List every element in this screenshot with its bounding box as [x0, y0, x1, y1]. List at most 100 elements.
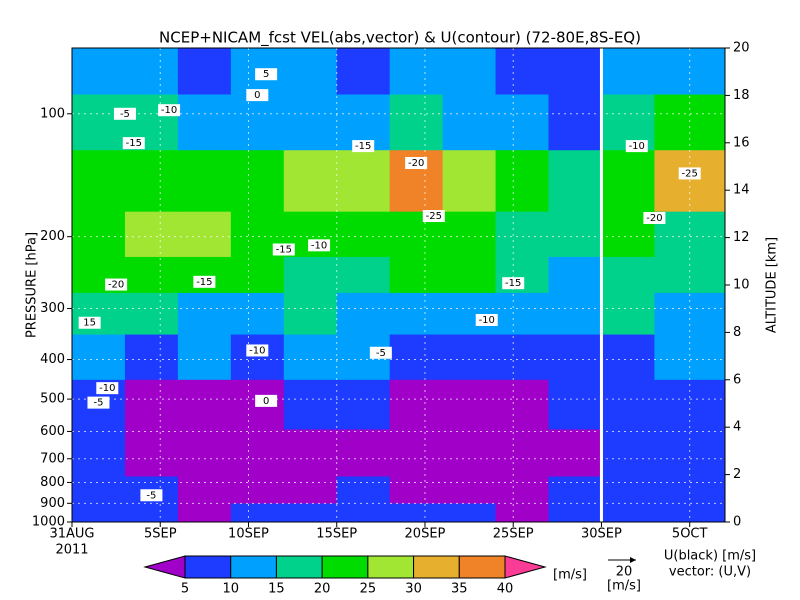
contour-label: -15: [276, 244, 292, 255]
y-tick-label: 100: [40, 106, 65, 121]
cell: [601, 475, 655, 504]
cell: [442, 428, 497, 477]
cell: [548, 475, 602, 504]
cell: [336, 211, 391, 257]
cell: [548, 149, 602, 212]
cell: [177, 292, 232, 335]
x-tick-label: 20SEP: [405, 527, 446, 542]
cell: [72, 428, 126, 477]
vector-legend-arrowhead: [630, 557, 636, 563]
cell: [389, 48, 444, 95]
cell: [283, 292, 338, 335]
colorbar-label: 20: [314, 582, 331, 597]
y2-tick-label: 4: [733, 420, 741, 435]
cell: [230, 503, 285, 523]
cell: [177, 379, 232, 430]
cell: [124, 256, 179, 293]
y-tick-label: 1000: [32, 515, 65, 530]
cell: [495, 94, 550, 151]
y-tick-label: 200: [40, 229, 65, 244]
contour-label: -20: [108, 280, 124, 291]
y-tick-label: 400: [40, 352, 65, 367]
y2-axis-label: ALTITUDE [km]: [765, 237, 780, 333]
legend-text: U(black) [m/s]: [664, 549, 756, 564]
y2-tick-label: 14: [733, 183, 750, 198]
colorbar-unit: [m/s]: [553, 568, 587, 583]
cell: [654, 256, 726, 293]
cell: [336, 503, 391, 523]
contour-label: -5: [93, 398, 103, 409]
cell: [495, 211, 550, 257]
cell: [442, 334, 497, 380]
cell: [283, 256, 338, 293]
cell: [283, 503, 338, 523]
cell: [442, 475, 497, 504]
cell: [230, 334, 285, 380]
cell: [442, 149, 497, 212]
y2-tick-label: 20: [733, 41, 750, 56]
y-tick-label: 500: [40, 392, 65, 407]
contour-label: -10: [311, 240, 327, 251]
cell: [389, 334, 444, 380]
cell: [283, 379, 338, 430]
cell: [548, 211, 602, 257]
contour-label-bg: [87, 396, 110, 409]
contour-label-bg: [625, 140, 648, 153]
cell: [495, 149, 550, 212]
cell: [601, 256, 655, 293]
cell: [336, 292, 391, 335]
contour-label-bg: [158, 104, 181, 117]
y2-tick-label: 0: [733, 515, 741, 530]
contour-label: -15: [505, 278, 521, 289]
cell: [495, 428, 550, 477]
cell: [495, 292, 550, 335]
contour-label: 5: [263, 69, 269, 80]
colorbar-bin: [458, 555, 506, 579]
cell: [230, 94, 285, 151]
cell: [442, 48, 497, 95]
cell: [177, 149, 232, 212]
colorbar-bin: [184, 555, 232, 579]
chart-title: NCEP+NICAM_fcst VEL(abs,vector) & U(cont…: [159, 29, 641, 48]
cell: [336, 475, 391, 504]
cell: [336, 379, 391, 430]
cell: [442, 94, 497, 151]
cell: [389, 379, 444, 430]
y-tick-label: 300: [40, 301, 65, 316]
cell: [495, 503, 550, 523]
cell: [283, 475, 338, 504]
cell: [548, 379, 602, 430]
contour-label-bg: [422, 210, 445, 223]
cell: [442, 379, 497, 430]
x-tick-label: 10SEP: [228, 527, 269, 542]
cell: [230, 475, 285, 504]
cell: [442, 292, 497, 335]
y2-tick-label: 18: [733, 88, 750, 103]
legend-text: vector: (U,V): [669, 565, 751, 580]
cell: [283, 48, 338, 95]
cell: [601, 149, 655, 212]
cell: [283, 149, 338, 212]
contour-label: -25: [426, 211, 442, 222]
colorbar-bin: [367, 555, 415, 579]
contour-label-bg: [352, 140, 375, 153]
y2-tick-label: 16: [733, 135, 750, 150]
contour-label-bg: [475, 313, 498, 326]
vector-legend-unit: [m/s]: [607, 579, 641, 594]
y2-tick-label: 8: [733, 325, 741, 340]
cell: [389, 292, 444, 335]
cell: [389, 256, 444, 293]
cell: [177, 94, 232, 151]
cell: [548, 292, 602, 335]
contour-label: -15: [126, 138, 142, 149]
cell: [548, 334, 602, 380]
cell: [601, 503, 655, 523]
y2-tick-label: 10: [733, 278, 750, 293]
cell: [72, 211, 126, 257]
y-axis-label: PRESSURE [hPa]: [25, 232, 40, 338]
x-tick-label: 15SEP: [316, 527, 357, 542]
cell: [601, 428, 655, 477]
contour-label-bg: [246, 344, 269, 357]
cell: [548, 48, 602, 95]
